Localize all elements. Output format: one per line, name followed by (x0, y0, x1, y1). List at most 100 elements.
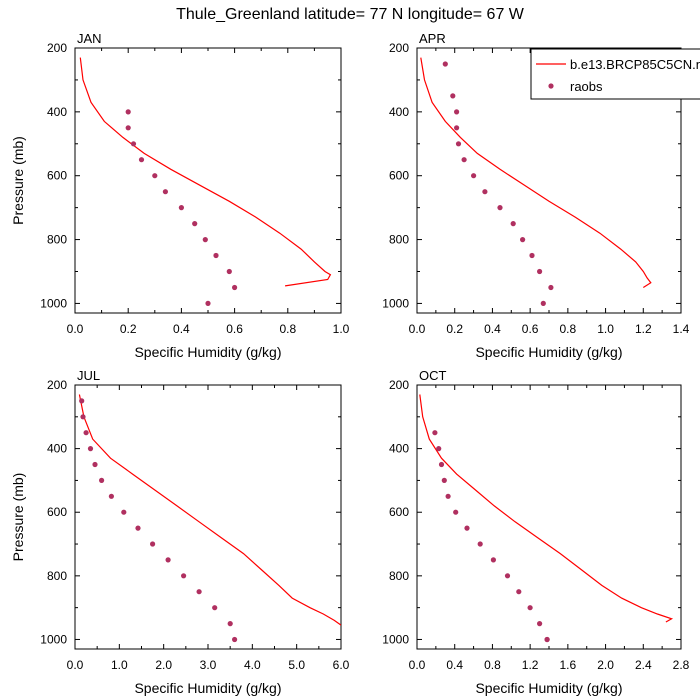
plot-area (78, 394, 341, 643)
raobs-point (181, 573, 187, 579)
x-tick-label: 0.0 (409, 322, 426, 336)
raobs-point (165, 557, 171, 563)
y-axis-label: Pressure (mb) (10, 136, 26, 225)
raobs-point (477, 541, 483, 547)
raobs-point (83, 430, 89, 436)
legend: b.e13.BRCP85C5CN.ne120_g16.003 raobs (530, 48, 700, 100)
x-tick-label: 0.8 (484, 658, 501, 672)
x-tick-label: 0.6 (226, 322, 243, 336)
x-tick-label: 3.0 (200, 658, 217, 672)
x-tick-label: 5.0 (288, 658, 305, 672)
y-tick-label: 1000 (40, 632, 67, 646)
panels: JAN 0.0 0.2 0.4 0.6 0.8 1.0 200 400 600 800 1000 Spe… (10, 31, 690, 696)
x-tick-label: 2.0 (155, 658, 172, 672)
raobs-point (138, 157, 145, 163)
raobs-point (520, 237, 526, 243)
raobs-point (196, 589, 202, 595)
raobs-point (212, 605, 218, 611)
raobs-point (471, 173, 477, 179)
legend-obs-label: raobs (570, 79, 603, 94)
y-tick-label: 800 (47, 233, 67, 247)
raobs-point (92, 461, 98, 468)
x-tick-label: 0.6 (522, 322, 539, 336)
x-tick-label: 1.6 (560, 658, 577, 672)
raobs-point (441, 477, 447, 483)
panel-label: OCT (419, 368, 447, 383)
raobs-point (455, 141, 462, 147)
raobs-point (99, 477, 105, 483)
raobs-point (226, 268, 232, 275)
raobs-point (432, 430, 438, 436)
raobs-point (227, 621, 233, 627)
raobs-point (80, 414, 86, 420)
y-tick-label: 400 (47, 442, 67, 456)
raobs-point (152, 173, 158, 179)
x-tick-label: 0.4 (173, 322, 190, 336)
y-axis-label: Pressure (mb) (10, 473, 26, 562)
raobs-point (135, 525, 141, 531)
model-line (420, 57, 652, 289)
raobs-point (121, 509, 127, 515)
raobs-point (125, 109, 131, 115)
panel-label: APR (419, 31, 446, 46)
raobs-point (150, 541, 156, 547)
raobs-point (529, 252, 535, 259)
raobs-point (453, 509, 459, 515)
raobs-point (497, 205, 503, 211)
x-tick-label: 2.4 (635, 658, 652, 672)
legend-box (530, 48, 700, 100)
x-tick-label: 0.8 (560, 322, 577, 336)
x-tick-label: 0.2 (120, 322, 137, 336)
legend-model-label: b.e13.BRCP85C5CN.ne120_g16.003 (570, 57, 700, 72)
raobs-point (162, 189, 168, 195)
raobs-point (490, 557, 496, 563)
y-tick-label: 200 (47, 378, 67, 392)
y-tick-label: 600 (47, 169, 67, 183)
raobs-point (516, 589, 522, 595)
x-tick-label: 1.2 (522, 658, 539, 672)
panel-jul: JUL 0.0 1.0 2.0 3.0 4.0 5.0 6.0 200 400 600 800 1000… (10, 368, 350, 696)
raobs-point (504, 573, 511, 579)
x-tick-label: 1.0 (333, 322, 350, 336)
x-tick-label: 0.2 (446, 322, 463, 336)
x-tick-label: 0.0 (67, 322, 84, 336)
raobs-point (178, 205, 184, 211)
plot-frame (74, 384, 342, 650)
y-tick-label: 600 (389, 169, 409, 183)
panel-jan: JAN 0.0 0.2 0.4 0.6 0.8 1.0 200 400 600 800 1000 Spe… (10, 31, 350, 360)
raobs-point (213, 252, 219, 259)
y-tick-label: 800 (389, 233, 409, 247)
raobs-point (125, 125, 131, 131)
raobs-point (537, 621, 543, 627)
x-tick-label: 1.0 (111, 658, 128, 672)
y-tick-label: 400 (389, 442, 409, 456)
y-tick-label: 200 (47, 41, 67, 55)
raobs-point (510, 221, 516, 227)
x-tick-label: 0.0 (67, 658, 84, 672)
x-tick-label: 2.0 (597, 658, 614, 672)
plot-area (79, 57, 332, 306)
raobs-point (527, 605, 533, 611)
x-axis-label: Specific Humidity (g/kg) (475, 344, 622, 360)
plot-area (420, 57, 652, 306)
raobs-point (87, 446, 94, 452)
raobs-point (537, 268, 543, 275)
raobs-point (232, 284, 238, 291)
raobs-point (108, 493, 114, 499)
model-line (78, 394, 341, 626)
legend-obs-marker (548, 83, 554, 89)
x-tick-label: 0.4 (484, 322, 501, 336)
x-tick-label: 2.8 (673, 658, 690, 672)
raobs-point (192, 221, 198, 227)
raobs-point (450, 93, 456, 99)
raobs-point (130, 141, 137, 147)
y-tick-label: 1000 (382, 632, 409, 646)
x-axis-label: Specific Humidity (g/kg) (134, 344, 281, 360)
y-tick-label: 1000 (40, 296, 67, 310)
y-tick-label: 800 (389, 569, 409, 583)
y-tick-label: 200 (389, 378, 409, 392)
raobs-point (205, 300, 211, 306)
raobs-point (436, 446, 442, 452)
plot-frame (416, 384, 682, 650)
